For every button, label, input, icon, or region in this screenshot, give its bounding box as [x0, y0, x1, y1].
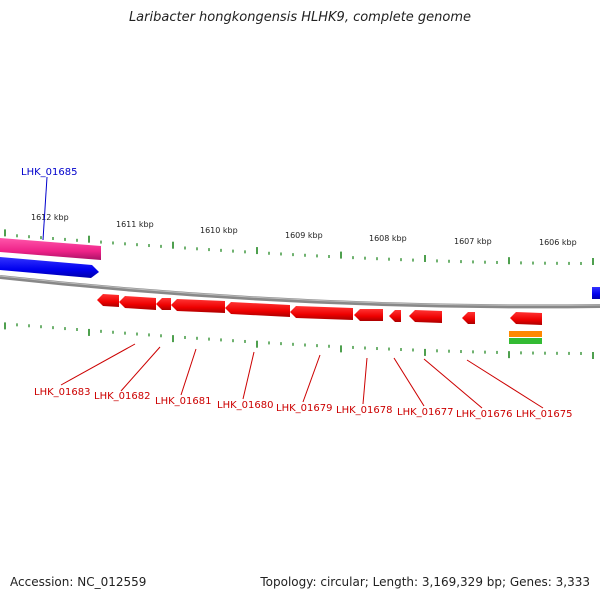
reverse-cds-lhk-01677[interactable] — [354, 309, 383, 321]
gene-label-lhk-01678[interactable]: LHK_01678 — [336, 405, 392, 416]
scale-label-1609kbp: 1609 kbp — [285, 231, 323, 240]
scale-label-1607kbp: 1607 kbp — [454, 237, 492, 246]
accession-text: Accession: NC_012559 — [10, 575, 147, 589]
reverse-cds-lhk-01680[interactable] — [171, 299, 225, 313]
leader-lhk-01675 — [466, 359, 544, 409]
leader-lhk-01681 — [180, 348, 197, 396]
leader-lhk-01683 — [60, 343, 136, 386]
gene-label-lhk-01681[interactable]: LHK_01681 — [155, 396, 211, 407]
gene-label-lhk-01676[interactable]: LHK_01676 — [456, 409, 512, 420]
genome-backbone — [0, 275, 600, 309]
reverse-cds-small-b[interactable] — [462, 312, 475, 324]
scale-labels: 1612 kbp 1611 kbp 1610 kbp 1609 kbp 1608… — [31, 213, 577, 247]
genome-summary-text: Topology: circular; Length: 3,169,329 bp… — [260, 575, 590, 589]
genome-backbone-highlight — [0, 275, 600, 306]
lower-scale-ticks — [4, 322, 594, 359]
gene-label-lhk-01679[interactable]: LHK_01679 — [276, 403, 332, 414]
leader-lhk-01685 — [42, 176, 48, 241]
upper-scale-ticks — [4, 229, 594, 265]
scale-label-1606kbp: 1606 kbp — [539, 238, 577, 247]
map-title: Laribacter hongkongensis HLHK9, complete… — [128, 10, 472, 25]
reverse-cds-lhk-01679[interactable] — [225, 302, 290, 317]
leader-lhk-01679 — [302, 354, 321, 403]
leader-lhk-01680 — [242, 351, 255, 400]
green-feature-bar[interactable] — [509, 338, 542, 344]
reverse-cds-lhk-01675[interactable] — [510, 312, 542, 325]
orange-feature-bar[interactable] — [509, 331, 542, 337]
gene-label-lhk-01685[interactable]: LHK_01685 — [21, 167, 77, 178]
scale-label-1612kbp: 1612 kbp — [31, 213, 69, 222]
reverse-cds-lhk-01676[interactable] — [409, 310, 442, 323]
scale-label-1608kbp: 1608 kbp — [369, 234, 407, 243]
gene-label-lhk-01682[interactable]: LHK_01682 — [94, 391, 150, 402]
gene-label-lhk-01680[interactable]: LHK_01680 — [217, 400, 273, 411]
reverse-cds-small-a[interactable] — [389, 310, 401, 322]
reverse-cds-lhk-01683[interactable] — [97, 294, 119, 307]
gene-label-lhk-01675[interactable]: LHK_01675 — [516, 409, 572, 420]
scale-label-1611kbp: 1611 kbp — [116, 220, 154, 229]
forward-cds-right-edge[interactable] — [592, 287, 600, 299]
gene-label-lhk-01683[interactable]: LHK_01683 — [34, 387, 90, 398]
leader-lhk-01676 — [423, 358, 483, 409]
rna-feature-bar[interactable] — [0, 238, 101, 260]
label-leader-lines — [42, 176, 544, 409]
gene-label-lhk-01677[interactable]: LHK_01677 — [397, 407, 453, 418]
reverse-cds-lhk-01682[interactable] — [119, 296, 156, 310]
reverse-cds-track — [97, 294, 542, 325]
scale-label-1610kbp: 1610 kbp — [200, 226, 238, 235]
leader-lhk-01677 — [393, 357, 425, 407]
leader-lhk-01678 — [362, 357, 368, 405]
leader-lhk-01682 — [120, 346, 161, 392]
forward-cds-lhk-01685[interactable] — [0, 257, 99, 278]
reverse-cds-lhk-01678[interactable] — [290, 306, 353, 320]
reverse-cds-lhk-01681[interactable] — [156, 298, 171, 310]
